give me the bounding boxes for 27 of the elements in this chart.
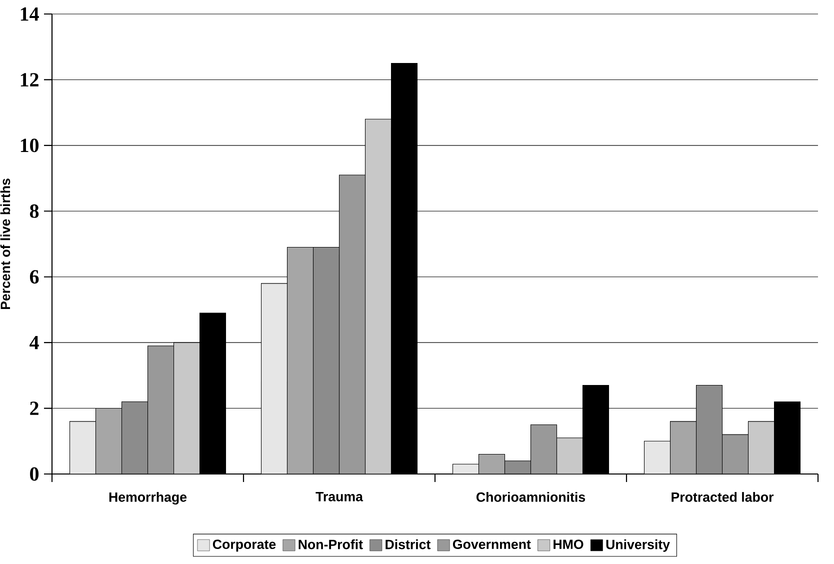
y-tick-label: 2 [30,402,38,415]
y-axis-title: Percent of live births [0,178,10,310]
y-tick-label: 12 [20,73,38,86]
x-tick-label: Trauma [316,492,364,502]
x-tick-label: Protracted labor [672,492,774,502]
y-tick-label: 10 [20,138,39,152]
bar [644,440,671,474]
x-tick-label: Chorioamnionitis [476,492,586,502]
bar [364,118,392,474]
y-tick-label: 4 [30,336,39,350]
bar [69,421,96,474]
y-tick-label: 14 [20,7,39,21]
legend-label: HMO [554,540,584,550]
bar [260,283,288,474]
x-tick-label: Hemorrhage [109,492,187,505]
legend-label: District [386,539,431,550]
legend-label: Non-Profit [298,539,363,550]
bar [556,438,584,474]
bar [748,421,775,474]
legend-label: Government [452,540,531,550]
y-tick-label: 8 [30,204,39,218]
y-tick-label: 0 [30,467,39,481]
legend-label: University [606,539,670,552]
legend-label: Corporate [212,540,276,552]
y-tick-label: 6 [30,270,39,284]
bar [173,342,200,474]
bar [452,464,479,474]
